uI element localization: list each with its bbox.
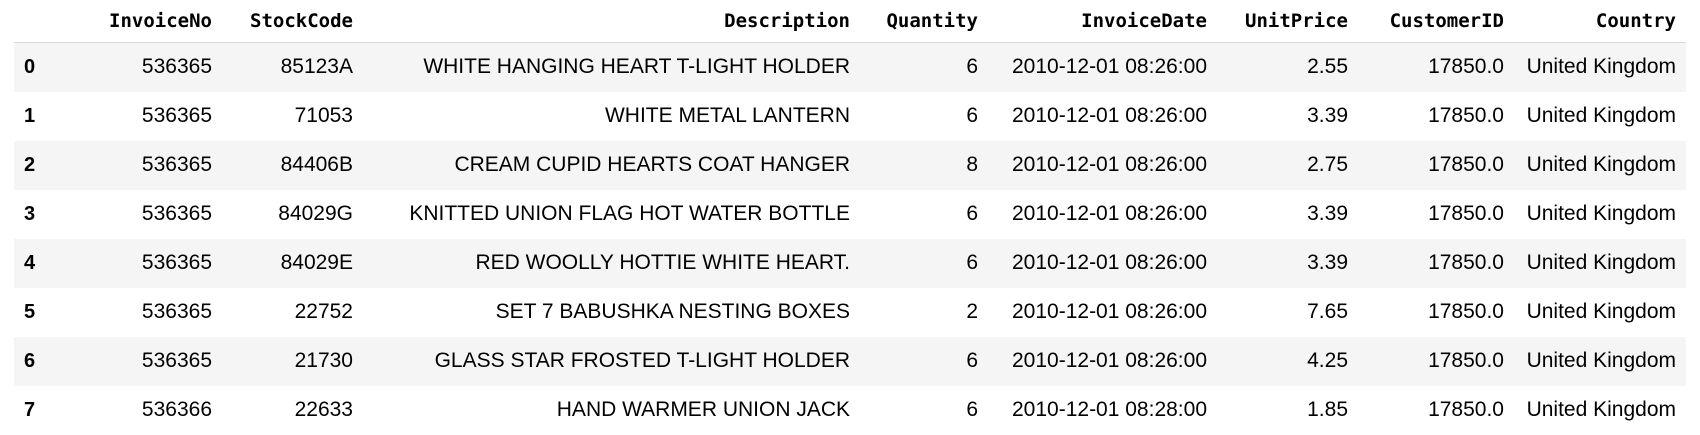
cell-country: United Kingdom — [1526, 251, 1676, 274]
cell-stockcode: 22752 — [294, 300, 353, 323]
table-row: 3 536365 84029G KNITTED UNION FLAG HOT W… — [14, 189, 1686, 239]
table-body: 0 536365 85123A WHITE HANGING HEART T-LI… — [14, 42, 1686, 435]
cell-quantity: 6 — [966, 55, 978, 79]
cell-unitprice: 1.85 — [1307, 398, 1348, 421]
cell-quantity: 6 — [966, 398, 978, 421]
cell-invoicedate: 2010-12-01 08:26:00 — [1012, 349, 1207, 372]
cell-unitprice: 2.55 — [1307, 55, 1348, 79]
header-quantity: Quantity — [860, 0, 988, 43]
cell-country: United Kingdom — [1526, 55, 1676, 79]
cell-description: WHITE METAL LANTERN — [604, 104, 850, 127]
row-index: 6 — [24, 349, 36, 372]
cell-invoicedate: 2010-12-01 08:26:00 — [1012, 300, 1207, 323]
header-index — [14, 0, 70, 43]
cell-description: CREAM CUPID HEARTS COAT HANGER — [454, 153, 850, 176]
cell-invoiceno: 536365 — [141, 349, 212, 372]
header-invoicedate: InvoiceDate — [988, 0, 1217, 43]
cell-invoiceno: 536365 — [141, 202, 212, 225]
cell-customerid: 17850.0 — [1428, 55, 1504, 79]
cell-quantity: 6 — [966, 202, 978, 225]
cell-customerid: 17850.0 — [1428, 104, 1504, 127]
cell-stockcode: 84029E — [280, 251, 353, 274]
cell-invoiceno: 536365 — [141, 251, 212, 274]
row-index: 5 — [24, 300, 36, 323]
cell-quantity: 6 — [966, 104, 978, 127]
cell-invoiceno: 536365 — [141, 153, 212, 176]
cell-customerid: 17850.0 — [1428, 349, 1504, 372]
cell-customerid: 17850.0 — [1428, 300, 1504, 323]
table-header: InvoiceNo StockCode Description Quantity… — [14, 0, 1686, 43]
table-row: 4 536365 84029E RED WOOLLY HOTTIE WHITE … — [14, 238, 1686, 288]
cell-description: HAND WARMER UNION JACK — [556, 398, 850, 421]
cell-quantity: 6 — [966, 349, 978, 372]
cell-description: KNITTED UNION FLAG HOT WATER BOTTLE — [409, 202, 850, 225]
table-row: 1 536365 71053 WHITE METAL LANTERN 6 201… — [14, 91, 1686, 141]
cell-stockcode: 71053 — [294, 104, 353, 127]
cell-country: United Kingdom — [1526, 349, 1676, 372]
cell-unitprice: 3.39 — [1307, 202, 1348, 225]
cell-quantity: 8 — [966, 153, 978, 176]
table-row: 5 536365 22752 SET 7 BABUSHKA NESTING BO… — [14, 287, 1686, 337]
cell-customerid: 17850.0 — [1428, 251, 1504, 274]
cell-unitprice: 3.39 — [1307, 251, 1348, 274]
row-index: 3 — [24, 202, 36, 225]
cell-description: RED WOOLLY HOTTIE WHITE HEART. — [475, 251, 850, 274]
cell-unitprice: 2.75 — [1307, 153, 1348, 176]
cell-unitprice: 3.39 — [1307, 104, 1348, 127]
row-index: 2 — [24, 153, 36, 176]
cell-invoiceno: 536365 — [141, 104, 212, 127]
cell-country: United Kingdom — [1526, 300, 1676, 323]
cell-invoicedate: 2010-12-01 08:26:00 — [1012, 153, 1207, 176]
cell-invoicedate: 2010-12-01 08:26:00 — [1012, 104, 1207, 127]
cell-description: WHITE HANGING HEART T-LIGHT HOLDER — [423, 55, 850, 79]
cell-country: United Kingdom — [1526, 398, 1676, 421]
cell-description: SET 7 BABUSHKA NESTING BOXES — [495, 300, 850, 323]
cell-invoiceno: 536365 — [141, 55, 212, 79]
cell-invoicedate: 2010-12-01 08:26:00 — [1012, 55, 1207, 79]
cell-unitprice: 4.25 — [1307, 349, 1348, 372]
cell-invoicedate: 2010-12-01 08:28:00 — [1012, 398, 1207, 421]
cell-stockcode: 21730 — [294, 349, 353, 372]
dataframe-output: InvoiceNo StockCode Description Quantity… — [14, 0, 1686, 435]
row-index: 1 — [24, 104, 36, 127]
cell-invoiceno: 536365 — [141, 300, 212, 323]
cell-stockcode: 22633 — [294, 398, 353, 421]
header-description: Description — [363, 0, 860, 43]
table-row: 0 536365 85123A WHITE HANGING HEART T-LI… — [14, 42, 1686, 92]
table-row: 6 536365 21730 GLASS STAR FROSTED T-LIGH… — [14, 336, 1686, 386]
cell-stockcode: 85123A — [280, 55, 353, 79]
header-row: InvoiceNo StockCode Description Quantity… — [14, 0, 1686, 43]
header-invoiceno: InvoiceNo — [70, 0, 222, 43]
cell-stockcode: 84029G — [278, 202, 353, 225]
cell-unitprice: 7.65 — [1307, 300, 1348, 323]
dataframe-table: InvoiceNo StockCode Description Quantity… — [14, 0, 1686, 435]
table-row: 2 536365 84406B CREAM CUPID HEARTS COAT … — [14, 140, 1686, 190]
cell-description: GLASS STAR FROSTED T-LIGHT HOLDER — [434, 349, 850, 372]
cell-invoicedate: 2010-12-01 08:26:00 — [1012, 202, 1207, 225]
cell-quantity: 6 — [966, 251, 978, 274]
header-unitprice: UnitPrice — [1217, 0, 1358, 43]
row-index: 7 — [24, 398, 36, 421]
table-row: 7 536366 22633 HAND WARMER UNION JACK 6 … — [14, 385, 1686, 435]
cell-invoiceno: 536366 — [141, 398, 212, 421]
cell-customerid: 17850.0 — [1428, 153, 1504, 176]
cell-country: United Kingdom — [1526, 104, 1676, 127]
cell-stockcode: 84406B — [280, 153, 353, 176]
cell-country: United Kingdom — [1526, 202, 1676, 225]
row-index: 4 — [24, 251, 36, 274]
cell-quantity: 2 — [966, 300, 978, 323]
header-customerid: CustomerID — [1358, 0, 1514, 43]
header-country: Country — [1514, 0, 1686, 43]
header-stockcode: StockCode — [222, 0, 363, 43]
cell-customerid: 17850.0 — [1428, 202, 1504, 225]
cell-invoicedate: 2010-12-01 08:26:00 — [1012, 251, 1207, 274]
cell-country: United Kingdom — [1526, 153, 1676, 176]
row-index: 0 — [24, 55, 36, 78]
cell-customerid: 17850.0 — [1428, 398, 1504, 421]
